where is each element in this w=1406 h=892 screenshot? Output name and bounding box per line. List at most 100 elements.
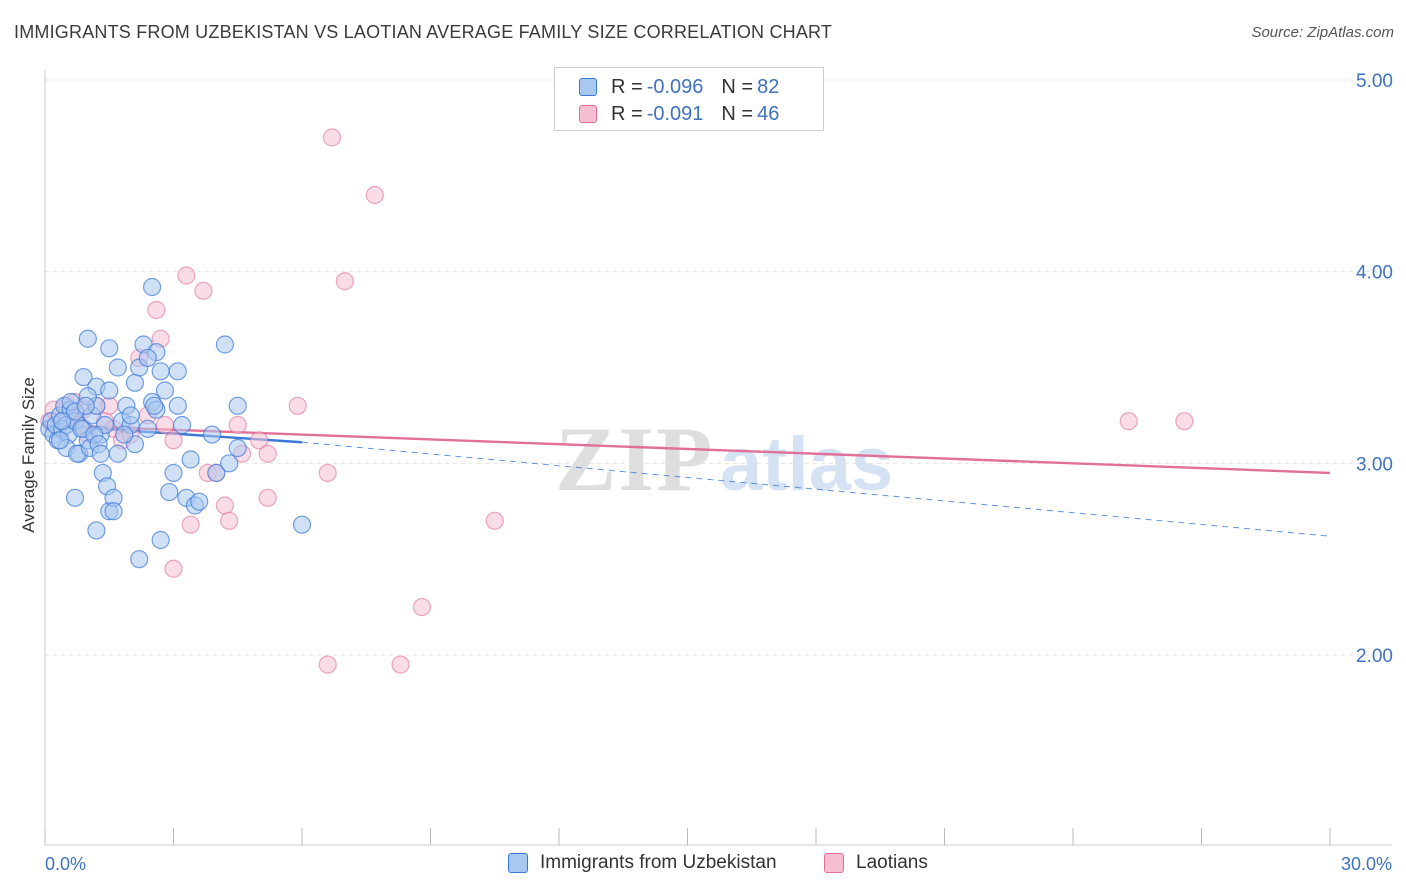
legend-n-value: 82 bbox=[757, 75, 780, 98]
watermark: ZIP atlas bbox=[555, 408, 893, 510]
uzbekistan-point bbox=[202, 425, 222, 444]
series-legend: Immigrants from Uzbekistan Laotians bbox=[0, 852, 1406, 878]
laotians-point bbox=[412, 597, 432, 617]
uzbekistan-point bbox=[130, 550, 149, 569]
laotians-point bbox=[250, 431, 269, 450]
legend-r-label: R = bbox=[611, 75, 643, 98]
uzbekistan-point bbox=[125, 373, 145, 392]
laotians-point bbox=[228, 415, 247, 435]
laotians-point bbox=[164, 431, 183, 450]
laotians-point bbox=[365, 185, 384, 205]
uzbekistan-points bbox=[40, 277, 312, 569]
laotians-point bbox=[335, 272, 354, 291]
uzbekistan-point bbox=[115, 425, 134, 444]
watermark-zip: ZIP bbox=[555, 408, 714, 510]
uzbekistan-point bbox=[108, 358, 127, 377]
watermark-atlas: atlas bbox=[720, 422, 893, 507]
legend-item-laotians[interactable]: Laotians bbox=[824, 852, 928, 874]
legend-label-laotians: Laotians bbox=[856, 852, 928, 873]
laotians-point bbox=[181, 515, 200, 534]
legend-label-uzbekistan: Immigrants from Uzbekistan bbox=[540, 852, 777, 873]
legend-n-label: N = bbox=[721, 75, 754, 98]
legend-swatch-pink bbox=[824, 853, 844, 873]
uzbekistan-point bbox=[100, 381, 119, 400]
laotians-point bbox=[215, 496, 234, 515]
laotians-point bbox=[485, 511, 504, 530]
uzbekistan-point bbox=[215, 335, 234, 354]
legend-row-uzbekistan: R = -0.096 N = 82 bbox=[579, 74, 779, 100]
uzbekistan-point bbox=[168, 362, 187, 381]
x-tick-label-left: 0.0% bbox=[45, 854, 86, 874]
legend-swatch-blue bbox=[579, 78, 597, 96]
uzbekistan-point bbox=[190, 492, 209, 511]
uzbekistan-point bbox=[53, 412, 72, 431]
uzbekistan-point bbox=[138, 419, 157, 438]
uzbekistan-point bbox=[50, 431, 70, 450]
laotians-point bbox=[155, 415, 175, 435]
y-tick-label: 3.00 bbox=[1356, 454, 1393, 475]
laotians-point bbox=[1175, 412, 1194, 431]
axes bbox=[44, 70, 1392, 846]
legend-n-value: 46 bbox=[757, 102, 780, 125]
laotians-points bbox=[40, 128, 1194, 674]
source-label: Source: ZipAtlas.com bbox=[1251, 24, 1394, 41]
laotians-point bbox=[288, 396, 307, 415]
uzbekistan-point bbox=[181, 450, 200, 469]
uzbekistan-point bbox=[87, 521, 106, 540]
y-axis-label: Average Family Size bbox=[19, 377, 38, 533]
uzbekistan-point bbox=[172, 415, 192, 435]
uzbekistan-point bbox=[76, 396, 95, 415]
uzbekistan-point bbox=[228, 396, 247, 415]
legend-swatch-pink bbox=[579, 105, 597, 123]
uzbekistan-point bbox=[151, 530, 170, 550]
uzbekistan-point bbox=[168, 396, 187, 415]
legend-r-value: -0.091 bbox=[646, 102, 704, 125]
x-tick-label-right: 30.0% bbox=[1341, 854, 1392, 874]
uzbekistan-point bbox=[108, 444, 127, 463]
y-tick-label: 5.00 bbox=[1356, 71, 1393, 92]
laotians-point bbox=[318, 655, 337, 674]
y-tick-label: 2.00 bbox=[1356, 646, 1393, 667]
tick-labels: 2.00 3.00 4.00 5.00 0.0% 30.0% bbox=[45, 71, 1393, 874]
uzbekistan-point bbox=[104, 502, 123, 521]
legend-swatch-blue bbox=[508, 853, 528, 873]
uzbekistan-point bbox=[145, 396, 164, 415]
uzbekistan-point bbox=[142, 277, 162, 297]
legend-row-laotians: R = -0.091 N = 46 bbox=[579, 101, 779, 127]
uzbekistan-point bbox=[155, 381, 175, 400]
laotians-point bbox=[164, 559, 183, 578]
uzbekistan-point bbox=[78, 329, 97, 348]
uzbekistan-point bbox=[138, 348, 157, 368]
uzbekistan-trend-extension bbox=[301, 441, 1331, 537]
laotians-point bbox=[220, 511, 239, 530]
uzbekistan-point bbox=[151, 362, 170, 381]
legend-r-label: R = bbox=[611, 102, 643, 125]
laotians-point bbox=[258, 444, 277, 463]
uzbekistan-point bbox=[164, 463, 183, 483]
chart-title: IMMIGRANTS FROM UZBEKISTAN VS LAOTIAN AV… bbox=[14, 22, 833, 42]
legend-item-uzbekistan[interactable]: Immigrants from Uzbekistan bbox=[508, 852, 777, 874]
laotians-point bbox=[1119, 412, 1138, 431]
legend-n-label: N = bbox=[721, 102, 754, 125]
uzbekistan-point bbox=[91, 444, 110, 463]
uzbekistan-point bbox=[220, 454, 239, 473]
legend-r-value: -0.096 bbox=[646, 75, 704, 98]
uzbekistan-point bbox=[228, 438, 247, 458]
laotians-point bbox=[194, 281, 213, 300]
laotians-point bbox=[318, 463, 337, 483]
uzbekistan-point bbox=[65, 488, 85, 507]
uzbekistan-point bbox=[100, 339, 119, 358]
uzbekistan-point bbox=[292, 515, 312, 534]
uzbekistan-point bbox=[160, 482, 179, 502]
laotians-point bbox=[177, 266, 196, 285]
uzbekistan-point bbox=[74, 367, 93, 387]
stats-legend: R = -0.096 N = 82 R = -0.091 N = 46 bbox=[554, 67, 824, 131]
laotians-point bbox=[322, 128, 342, 147]
uzbekistan-point bbox=[207, 463, 226, 483]
laotians-point bbox=[391, 655, 410, 674]
gridlines bbox=[45, 79, 1392, 656]
uzbekistan-point bbox=[121, 406, 140, 425]
y-tick-label: 4.00 bbox=[1356, 263, 1393, 284]
laotians-point bbox=[258, 488, 277, 507]
